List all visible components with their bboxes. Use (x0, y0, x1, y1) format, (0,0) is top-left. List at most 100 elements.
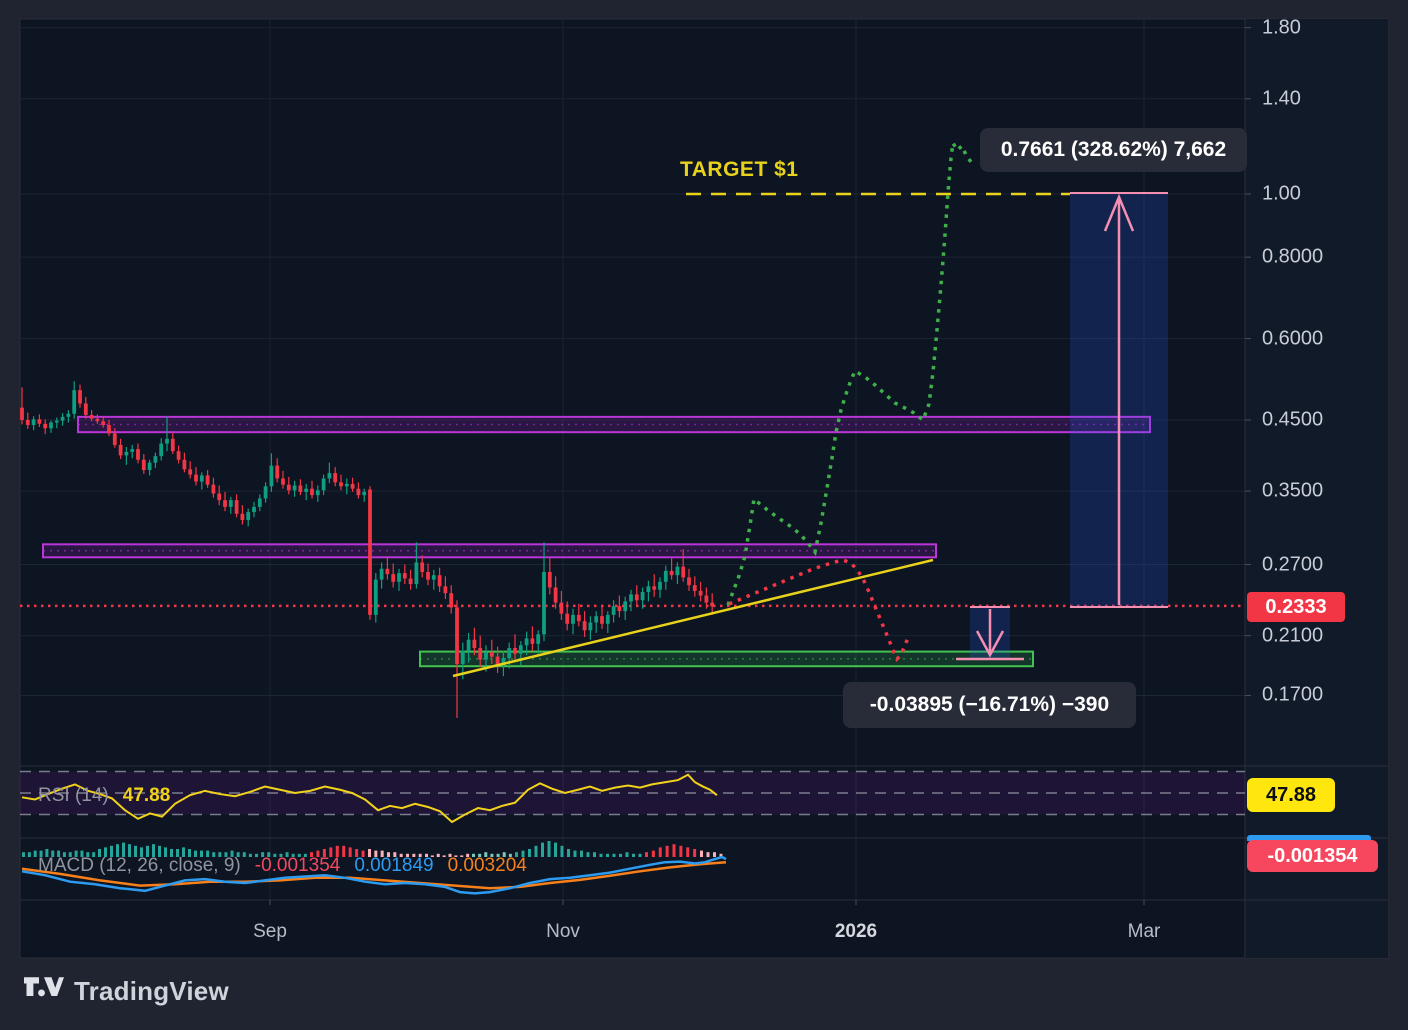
candle-body (669, 570, 674, 576)
candle-body (205, 475, 210, 485)
macd-histogram-bar (316, 850, 320, 857)
candle-body (513, 648, 517, 654)
rsi-value-badge: 47.88 (1247, 778, 1335, 812)
candle-body (211, 484, 216, 494)
candle-body (426, 571, 430, 580)
macd-histogram-bar (92, 852, 96, 857)
candle-body (165, 438, 169, 444)
tradingview-watermark[interactable]: TradingView (24, 974, 229, 1008)
macd-histogram-bar (348, 847, 352, 857)
macd-histogram-bar (719, 853, 723, 857)
macd-histogram-bar (285, 852, 289, 857)
candle-body (536, 634, 541, 644)
measure-up-label[interactable]: 0.7661 (328.62%) 7,662 (980, 128, 1247, 172)
trendline[interactable] (452, 558, 934, 678)
macd-histogram-bar (206, 850, 210, 857)
macd-histogram-bar (342, 845, 346, 857)
candle-body (182, 459, 187, 470)
candle-body (518, 645, 523, 654)
candle-body (25, 419, 30, 426)
candle-body (524, 638, 529, 646)
candle-body (257, 498, 262, 507)
candle-body (292, 485, 297, 491)
macd-histogram-bar (612, 853, 616, 857)
candle-body (402, 573, 407, 579)
rsi-legend[interactable]: RSI (14) 47.88 (38, 785, 170, 807)
candle-body (368, 489, 372, 615)
macd-histogram-bar (212, 852, 216, 857)
candle-body (646, 586, 651, 593)
candle-body (141, 459, 146, 471)
candle-body (130, 449, 135, 452)
macd-histogram-bar (45, 849, 49, 857)
macd-histogram-bar (567, 849, 570, 857)
price-axis-label: 0.1700 (1262, 683, 1324, 706)
macd-histogram-bar (164, 847, 167, 857)
candle-body (20, 407, 24, 420)
macd-histogram-bar (355, 849, 359, 857)
macd-histogram-bar (425, 853, 428, 857)
candle-body (634, 594, 639, 601)
candle-body (547, 571, 552, 588)
candle-body (489, 652, 494, 657)
rsi-line[interactable] (21, 773, 718, 824)
price-axis-label: 0.6000 (1262, 327, 1324, 350)
macd-histogram-bar (380, 850, 384, 857)
candle-body (397, 573, 401, 582)
price-axis-label: 0.8000 (1262, 245, 1324, 268)
macd-line[interactable] (21, 855, 727, 895)
candle-body (217, 493, 222, 501)
candle-body (379, 568, 384, 580)
candle-body (449, 593, 454, 608)
macd-histogram-bar (86, 852, 90, 857)
candle-body (437, 575, 442, 587)
macd-histogram-bar (387, 852, 390, 857)
candle-body (234, 500, 239, 514)
macd-histogram-bar (255, 853, 258, 857)
macd-histogram-bar (448, 853, 452, 857)
candle-body (153, 456, 158, 463)
candle-body (194, 474, 198, 482)
macd-histogram-bar (534, 845, 538, 857)
candle-body (617, 606, 622, 612)
macd-histogram-bar (322, 849, 326, 857)
candle-body (228, 500, 233, 507)
candle-body (698, 590, 703, 596)
macd-histogram-bar (329, 847, 333, 857)
macd-histogram-bar (521, 850, 525, 857)
candle-body (559, 602, 564, 614)
candle-body (455, 607, 459, 664)
macd-histogram-bar (176, 849, 179, 857)
macd-histogram-bar (110, 845, 113, 857)
bearish-projection-path[interactable] (728, 558, 910, 663)
candle-body (275, 465, 280, 479)
macd-histogram-bar (490, 853, 494, 857)
macd-signal-line[interactable] (21, 860, 727, 890)
target-price-label[interactable]: TARGET $1 (680, 158, 799, 181)
macd-histogram-bar (508, 853, 512, 857)
candle-body (687, 577, 691, 586)
macd-histogram-bar (361, 850, 365, 857)
candle-body (199, 475, 204, 482)
macd-histogram-bar (22, 852, 25, 857)
macd-histogram-bar (625, 852, 629, 857)
macd-legend-title[interactable]: MACD (12, 26, close, 9) (38, 855, 241, 876)
macd-legend[interactable]: MACD (12, 26, close, 9) -0.001354 0.0018… (38, 855, 527, 877)
macd-histogram-bar (134, 845, 137, 857)
macd-histogram-bar (291, 853, 295, 857)
candle-body (565, 613, 570, 624)
macd-histogram-bar (273, 853, 277, 857)
macd-histogram-bar (27, 852, 31, 857)
macd-histogram-bar (140, 847, 143, 857)
bullish-projection-path[interactable] (726, 137, 973, 606)
measure-down-label[interactable]: -0.03895 (−16.71%) −390 (843, 682, 1136, 728)
macd-histogram-bar (496, 853, 500, 857)
candle-body (333, 473, 338, 483)
candle-body (66, 413, 71, 417)
candle-body (298, 485, 303, 492)
macd-histogram-bar (128, 844, 131, 857)
candle-body (310, 488, 314, 496)
rsi-legend-title[interactable]: RSI (14) (38, 785, 109, 806)
candle-body (629, 594, 633, 602)
candle-body (49, 422, 53, 429)
